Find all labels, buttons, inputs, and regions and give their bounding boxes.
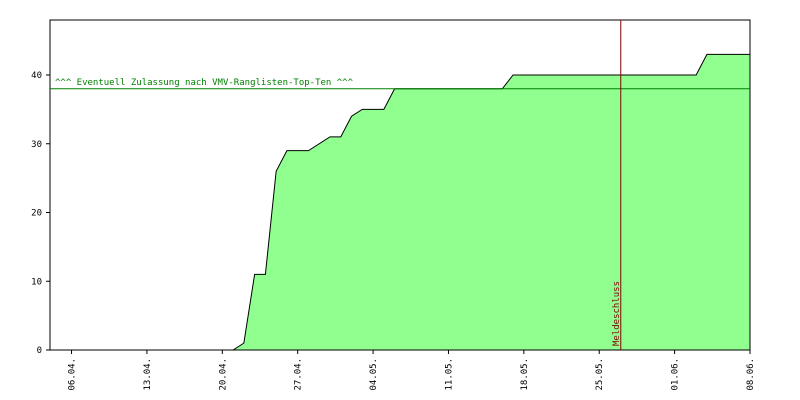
y-tick-label: 40 (31, 71, 42, 81)
x-tick-label: 06.04. (68, 358, 78, 391)
area (50, 54, 750, 350)
x-tick-label: 04.05. (369, 358, 379, 391)
x-tick-label: 11.05. (444, 358, 454, 391)
x-tick-label: 25.05. (595, 358, 605, 391)
x-tick-label: 01.06. (671, 358, 681, 391)
x-tick-label: 08.06. (746, 358, 756, 391)
plot-frame (49, 19, 751, 351)
x-tick-label: 27.04. (294, 358, 304, 391)
y-tick-label: 0 (37, 346, 42, 356)
deadline-label: Meldeschluss (612, 281, 622, 346)
x-tick-label: 20.04. (218, 358, 228, 391)
threshold-label: ^^^ Eventuell Zulassung nach VMV-Ranglis… (55, 78, 354, 88)
y-tick-label: 30 (31, 140, 42, 150)
y-tick-label: 20 (31, 209, 42, 219)
line (50, 53, 750, 351)
x-tick-label: 18.05. (520, 358, 530, 391)
y-tick-label: 10 (31, 277, 42, 287)
x-tick-label: 13.04. (143, 358, 153, 391)
